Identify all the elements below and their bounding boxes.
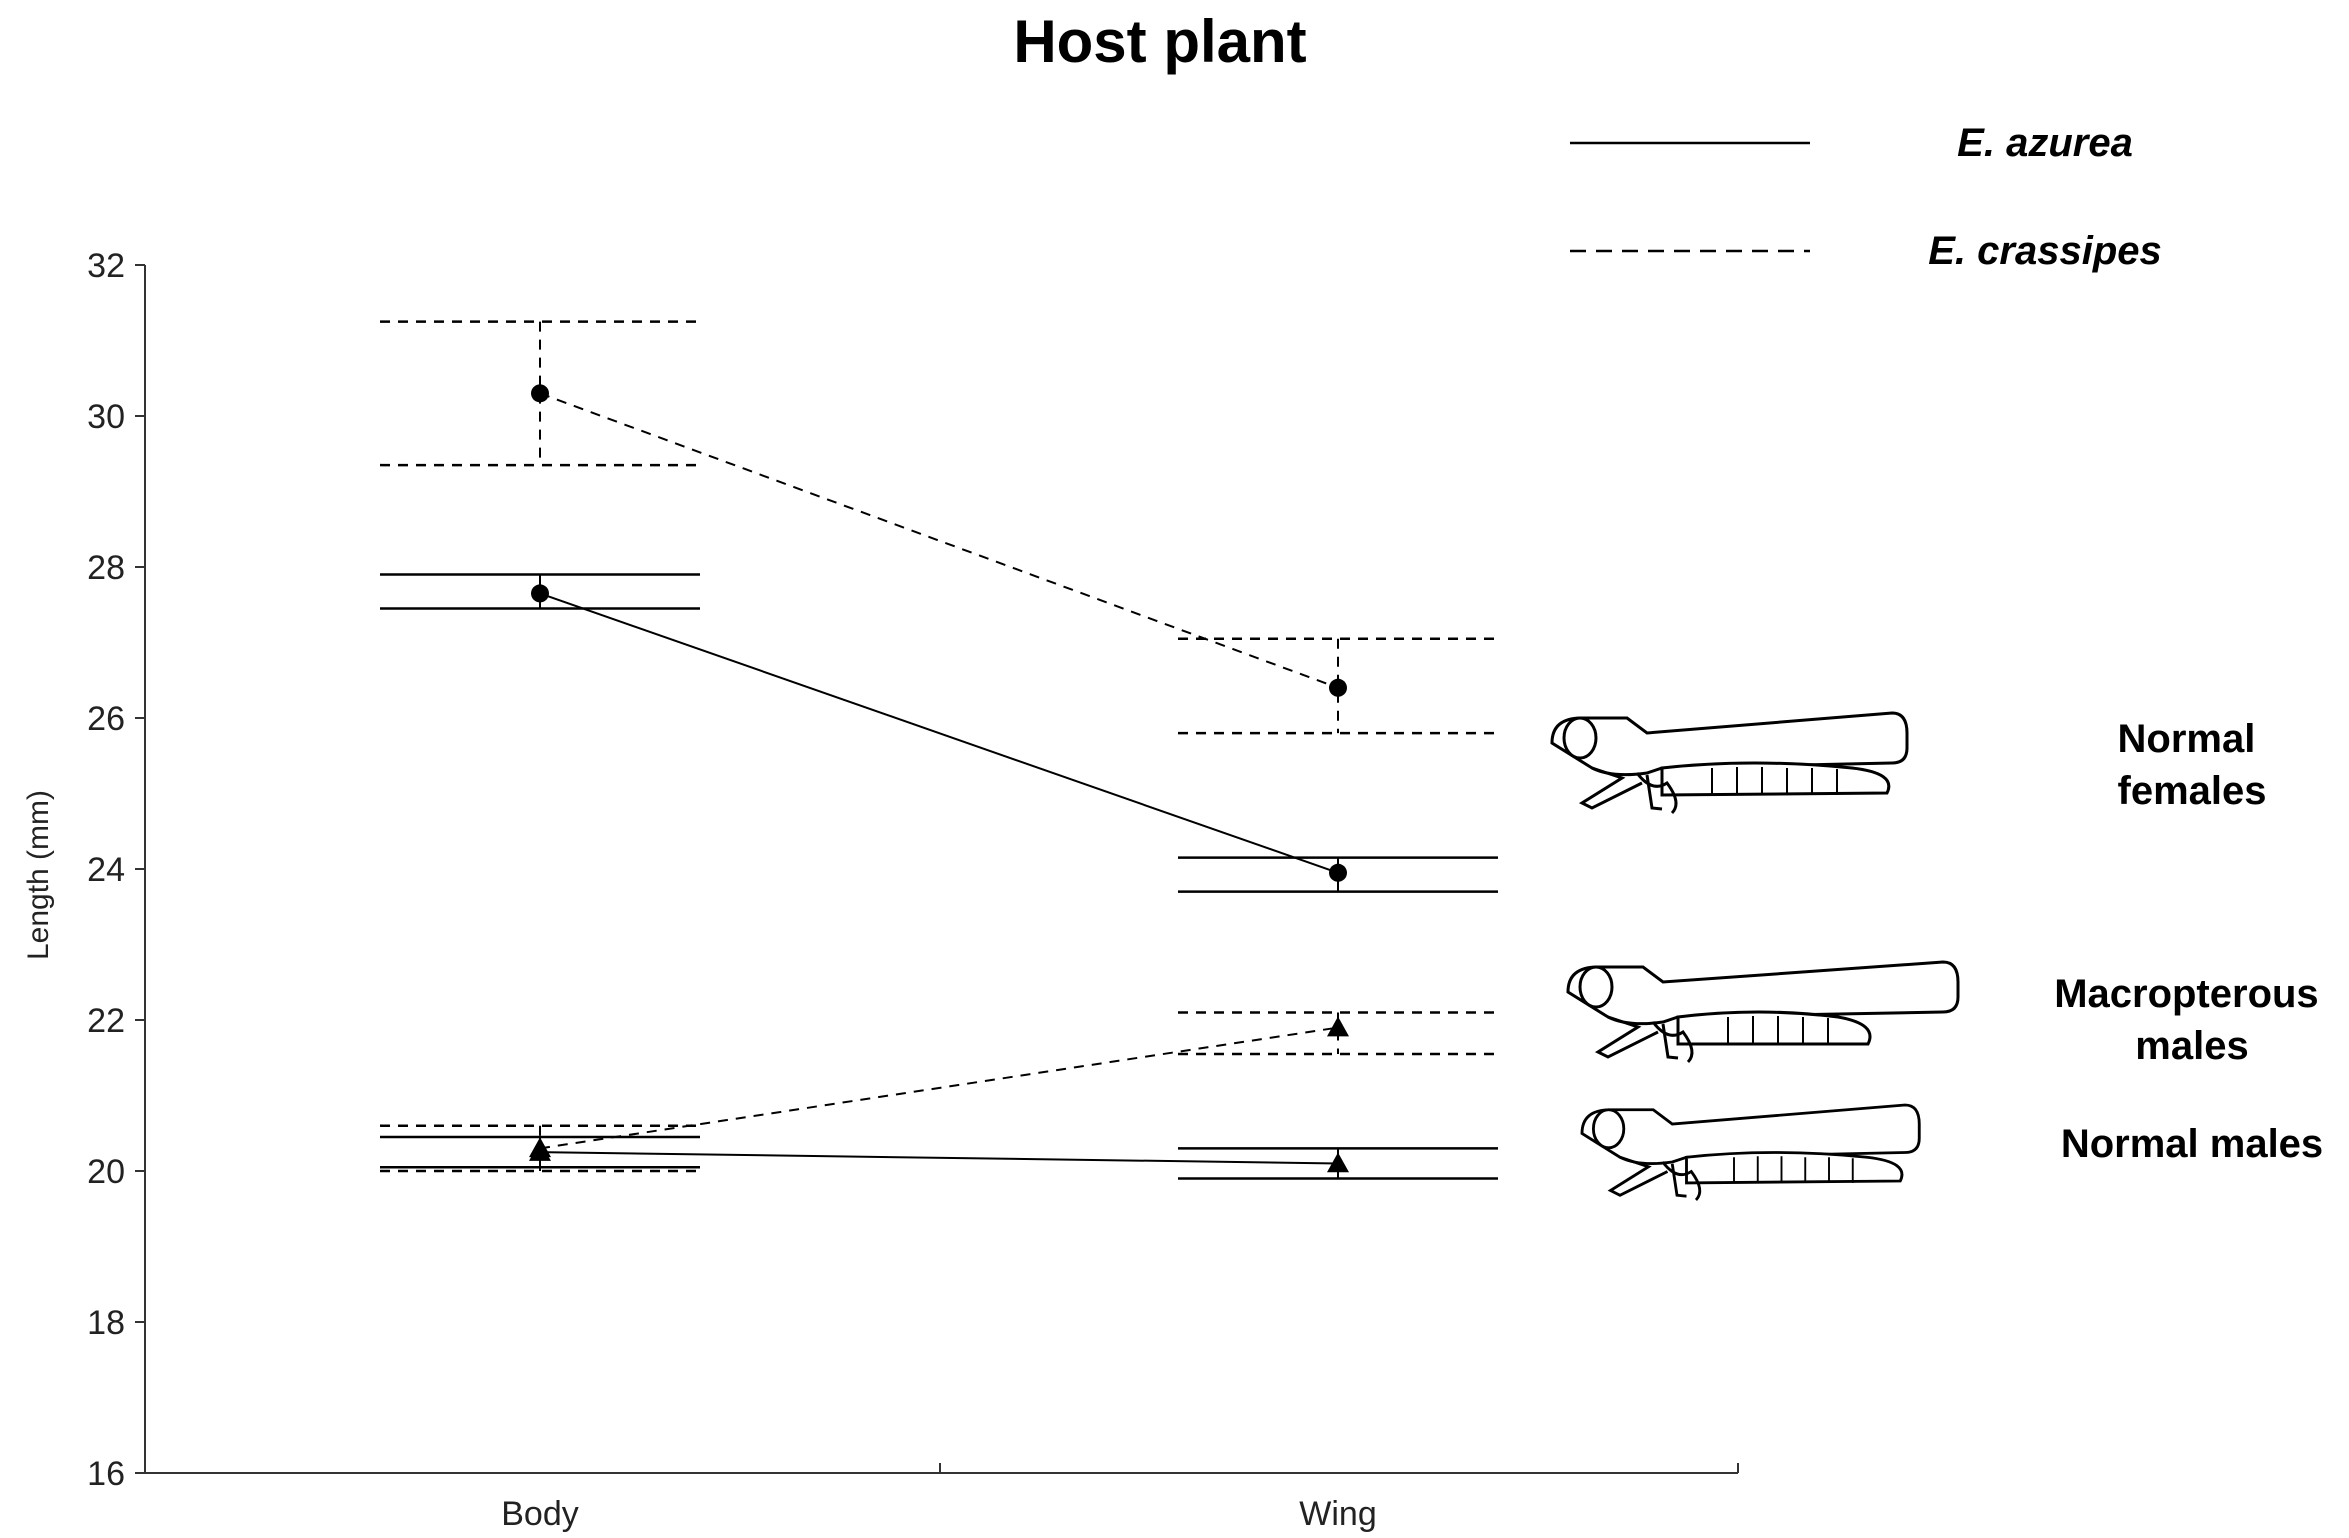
y-tick-label-20: 20 — [87, 1153, 125, 1191]
annotation-macropterous-males-line1: Macropterous — [2054, 972, 2319, 1016]
y-tick-label-16: 16 — [87, 1455, 125, 1493]
y-tick-label-28: 28 — [87, 549, 125, 587]
annotation-normal-females-line2: females — [2118, 769, 2267, 813]
x-tick-label-body: Body — [501, 1495, 579, 1533]
y-tick-label-22: 22 — [87, 1002, 125, 1040]
series-0-line — [539, 392, 1339, 689]
series-2-line — [539, 1026, 1339, 1150]
y-tick-label-26: 26 — [87, 700, 125, 738]
grasshopper-female-illustration — [1550, 711, 1909, 815]
series-0-point-0 — [531, 384, 549, 403]
legend: E. azurea E. crassipes — [1570, 121, 2162, 273]
series-1-line — [539, 592, 1339, 874]
series-2-point-1 — [1327, 1016, 1349, 1037]
grasshopper-macropterous-male-illustration — [1566, 960, 1960, 1064]
y-tick-label-18: 18 — [87, 1304, 125, 1342]
series-1-point-1 — [1329, 863, 1347, 882]
series-3-point-1 — [1327, 1152, 1349, 1173]
annotation-normal-females: Normal females — [2118, 717, 2267, 813]
annotation-macropterous-males: Macropterous males — [2054, 972, 2330, 1068]
series-3-line — [539, 1151, 1339, 1165]
annotation-normal-females-line1: Normal — [2118, 717, 2256, 761]
y-axis-label: Length (mm) — [22, 790, 55, 960]
legend-label-crassipes: E. crassipes — [1928, 229, 2162, 273]
y-ticks: 16 18 20 22 24 26 28 30 32 — [87, 247, 145, 1493]
series-3-point-0 — [529, 1141, 551, 1161]
y-tick-label-24: 24 — [87, 851, 125, 889]
annotation-macropterous-males-line2: males — [2135, 1024, 2248, 1068]
series-1-point-0 — [531, 584, 549, 603]
x-tick-label-wing: Wing — [1299, 1495, 1376, 1533]
annotation-normal-males-line1: Normal males — [2061, 1122, 2323, 1166]
series-0-point-1 — [1329, 678, 1347, 697]
plot-area — [380, 320, 1498, 1180]
y-tick-label-30: 30 — [87, 398, 125, 436]
grasshopper-normal-male-illustration — [1580, 1103, 1921, 1202]
y-tick-label-32: 32 — [87, 247, 125, 285]
legend-label-azurea: E. azurea — [1957, 121, 2133, 165]
chart-title: Host plant — [1013, 8, 1306, 75]
annotation-normal-males: Normal males — [2061, 1122, 2323, 1166]
